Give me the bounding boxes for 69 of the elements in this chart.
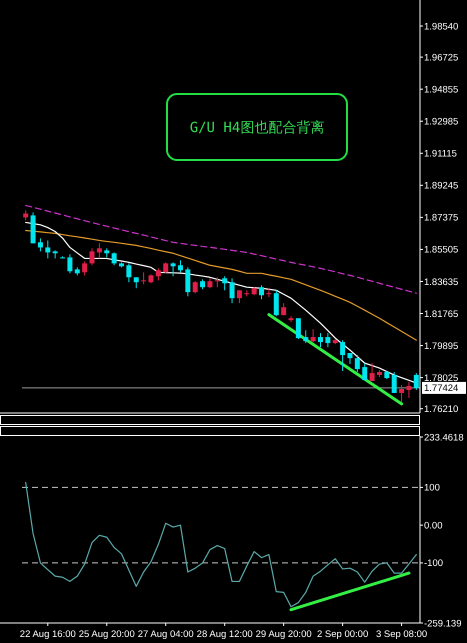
y-tick-label: 1.85505 xyxy=(424,244,458,256)
y-tick-label: 1.98540 xyxy=(424,21,458,32)
y-tick-label: 100 xyxy=(424,482,440,494)
candlestick xyxy=(170,262,176,277)
y-tick-label: 1.78025 xyxy=(424,372,458,384)
candlestick xyxy=(274,290,279,317)
candlestick xyxy=(325,332,330,348)
line-series xyxy=(25,482,417,608)
x-tick-label: 2 Sep 00:00 xyxy=(316,629,368,640)
candlestick xyxy=(126,262,132,283)
x-tick-label: 25 Aug 20:00 xyxy=(78,629,135,640)
line-series xyxy=(25,230,417,341)
candlestick xyxy=(200,278,206,290)
x-tick-label: 29 Aug 20:00 xyxy=(256,629,312,640)
candlestick xyxy=(214,276,220,288)
candlestick xyxy=(406,381,412,398)
candlestick xyxy=(96,242,102,259)
candlestick xyxy=(163,262,168,274)
candlestick xyxy=(310,328,316,343)
candlestick xyxy=(141,272,146,285)
candlestick xyxy=(185,266,190,297)
candlestick xyxy=(45,240,50,259)
y-tick-label: 1.89245 xyxy=(424,180,458,192)
candlestick xyxy=(318,332,323,348)
candlestick xyxy=(104,248,110,258)
candlestick xyxy=(112,252,117,266)
y-tick-label: -259.139 xyxy=(424,618,462,630)
x-tick-label: 3 Sep 08:00 xyxy=(376,629,428,640)
y-tick-label: 1.83635 xyxy=(424,276,458,288)
candlestick xyxy=(236,290,242,304)
candlestick xyxy=(392,372,397,394)
x-tick-label: 27 Aug 04:00 xyxy=(138,629,194,640)
y-tick-label: 1.79895 xyxy=(424,340,458,352)
candlestick xyxy=(82,260,88,276)
candlestick xyxy=(340,340,346,372)
candlestick xyxy=(414,372,419,391)
candlestick xyxy=(230,278,235,304)
line-series xyxy=(25,204,417,294)
y-tick-label: -100 xyxy=(424,558,444,570)
candlestick xyxy=(354,354,360,373)
candlestick xyxy=(38,238,43,252)
y-tick-label: 1.91115 xyxy=(424,148,457,160)
candlestick xyxy=(303,330,308,344)
y-tick-label: 1.81765 xyxy=(424,308,458,320)
candlestick xyxy=(370,362,375,382)
y-tick-label: 1.92985 xyxy=(424,116,458,128)
y-tick-label: 1.76210 xyxy=(424,404,458,416)
candlestick xyxy=(296,318,301,340)
x-tick-label: 28 Aug 12:00 xyxy=(196,629,253,640)
annotation: G/U H4图也配合背离 xyxy=(190,120,324,136)
y-tick-label: 233.4618 xyxy=(424,432,464,444)
candlestick xyxy=(222,276,228,291)
candlestick xyxy=(90,248,95,266)
candlestick xyxy=(192,280,198,294)
candlestick xyxy=(347,352,352,364)
ref-line-label: 1.77424 xyxy=(424,383,458,394)
y-tick-label: 0.00 xyxy=(424,520,442,532)
candlestick xyxy=(156,268,161,281)
y-tick-label: 1.96725 xyxy=(424,52,458,64)
candlestick xyxy=(67,254,72,274)
candlestick xyxy=(23,210,28,221)
x-tick-label: 22 Aug 16:00 xyxy=(20,629,76,640)
y-tick-label: 1.87375 xyxy=(424,212,458,224)
candlestick xyxy=(178,260,183,273)
candlestick xyxy=(399,384,404,403)
y-tick-label: 1.94855 xyxy=(424,84,458,96)
candlestick xyxy=(207,278,212,289)
candlestick xyxy=(362,362,368,381)
candlestick xyxy=(259,284,264,300)
